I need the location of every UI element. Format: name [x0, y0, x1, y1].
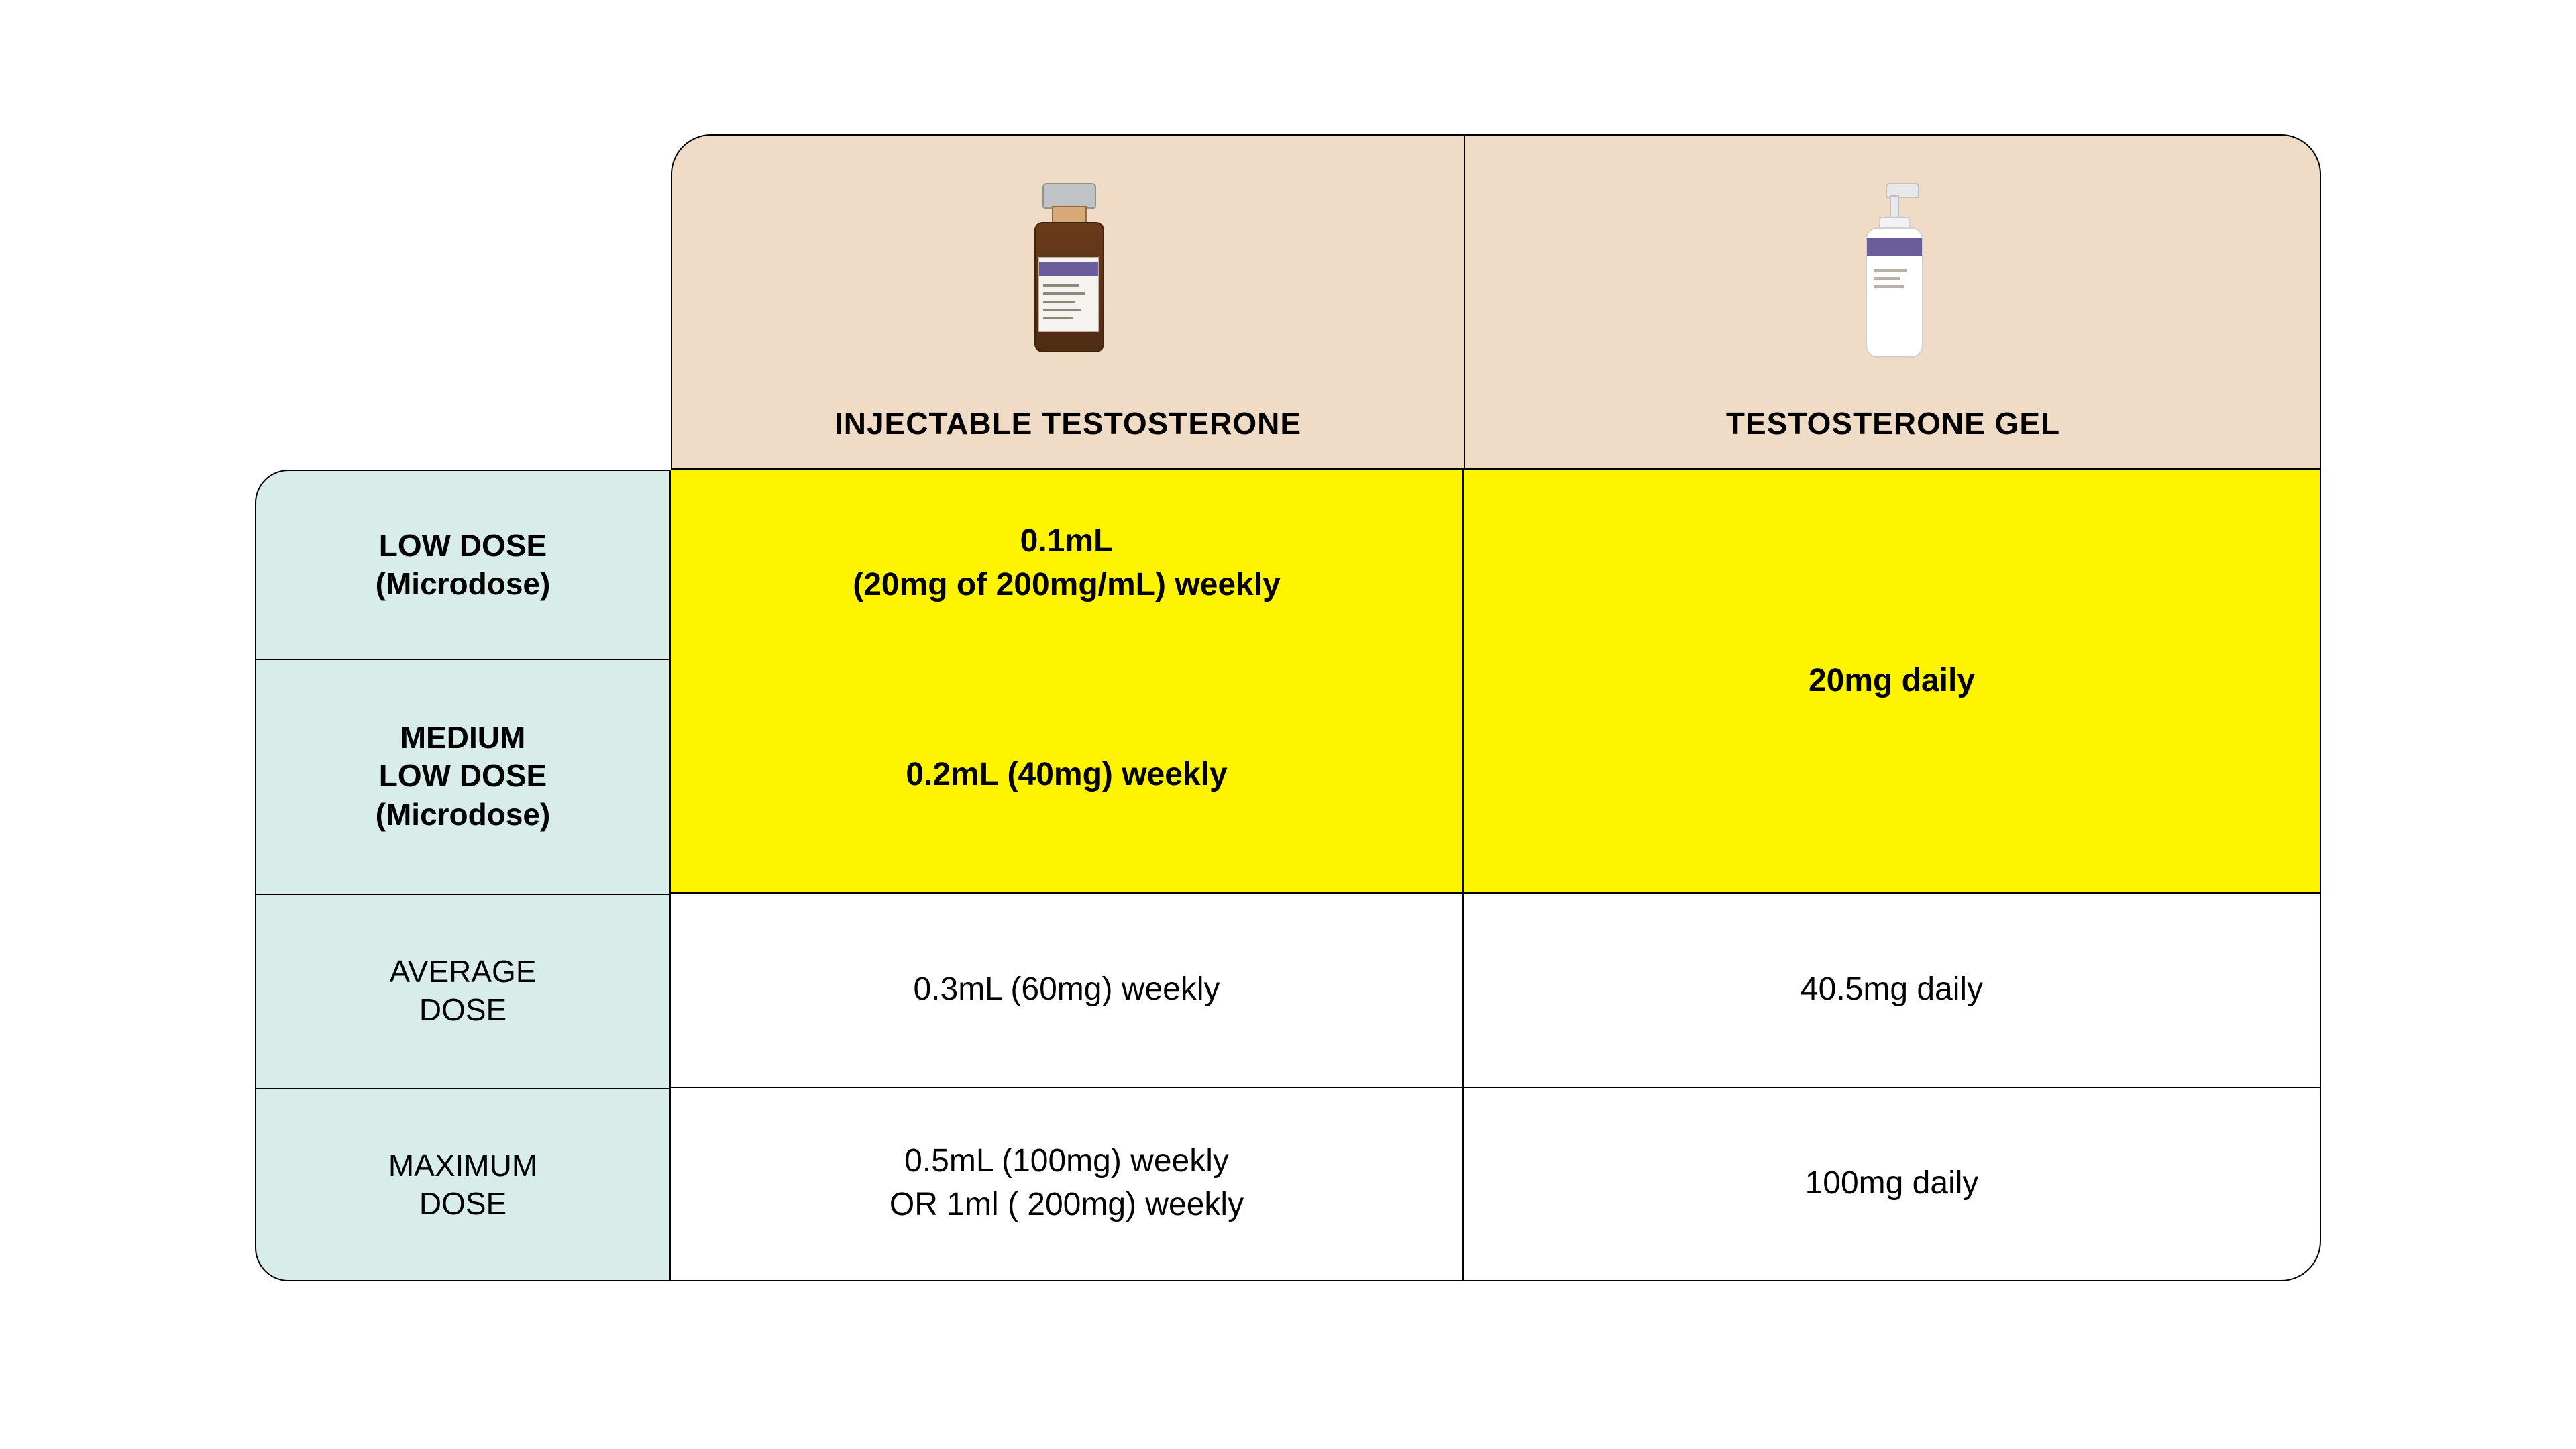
cell-line: 20mg daily: [1809, 659, 1975, 703]
cell-gel-average: 40.5mg daily: [1464, 892, 2320, 1087]
row-header-maximum-dose: MAXIMUM DOSE: [256, 1088, 669, 1281]
cell-injectable-maximum: 0.5mL (100mg) weekly OR 1ml ( 200mg) wee…: [671, 1087, 1462, 1280]
row-header-line: (Microdose): [376, 565, 551, 604]
column-header-gel-label: TESTOSTERONE GEL: [1726, 405, 2060, 441]
cell-line: OR 1ml ( 200mg) weekly: [890, 1183, 1244, 1227]
cell-line: 100mg daily: [1805, 1162, 1979, 1205]
row-header-medium-low-dose: MEDIUM LOW DOSE (Microdose): [256, 659, 669, 894]
cell-gel-low-medium-low: 20mg daily: [1464, 470, 2320, 892]
row-header-panel: LOW DOSE (Microdose) MEDIUM LOW DOSE (Mi…: [255, 470, 671, 1281]
cell-line: 0.5mL (100mg) weekly: [904, 1140, 1229, 1183]
cell-gel-maximum: 100mg daily: [1464, 1087, 2320, 1280]
row-header-line: DOSE: [419, 1185, 506, 1224]
cell-line: (20mg of 200mg/mL) weekly: [853, 564, 1281, 607]
row-header-line: LOW DOSE: [379, 757, 547, 796]
cell-line: 0.3mL (60mg) weekly: [913, 968, 1220, 1012]
cell-injectable-medium-low: 0.2mL (40mg) weekly: [671, 657, 1462, 892]
table-body: 0.1mL (20mg of 200mg/mL) weekly 0.2mL (4…: [671, 470, 2321, 1281]
column-header-panel: INJECTABLE TESTOSTERONE TESTOSTERONE GEL: [671, 134, 2321, 470]
row-header-line: (Microdose): [376, 796, 551, 835]
row-header-average-dose: AVERAGE DOSE: [256, 894, 669, 1088]
row-header-line: MEDIUM: [400, 718, 526, 757]
cell-line: 0.1mL: [1020, 520, 1114, 564]
vial-icon: [672, 136, 1464, 405]
dosage-table: INJECTABLE TESTOSTERONE TESTOSTERONE GEL: [255, 134, 2321, 1315]
cell-injectable-low: 0.1mL (20mg of 200mg/mL) weekly: [671, 470, 1462, 657]
cell-injectable-average: 0.3mL (60mg) weekly: [671, 892, 1462, 1087]
row-header-line: LOW DOSE: [379, 527, 547, 566]
column-header-injectable-label: INJECTABLE TESTOSTERONE: [835, 405, 1301, 441]
cell-line: 0.2mL (40mg) weekly: [906, 753, 1227, 797]
row-header-line: MAXIMUM: [388, 1146, 537, 1185]
row-header-line: AVERAGE: [390, 953, 537, 991]
row-header-low-dose: LOW DOSE (Microdose): [256, 471, 669, 659]
column-header-injectable: INJECTABLE TESTOSTERONE: [672, 136, 1464, 468]
column-header-gel: TESTOSTERONE GEL: [1465, 136, 2321, 468]
cell-line: 40.5mg daily: [1801, 968, 1983, 1012]
pump-bottle-icon: [1465, 136, 2321, 405]
row-header-line: DOSE: [419, 991, 506, 1030]
